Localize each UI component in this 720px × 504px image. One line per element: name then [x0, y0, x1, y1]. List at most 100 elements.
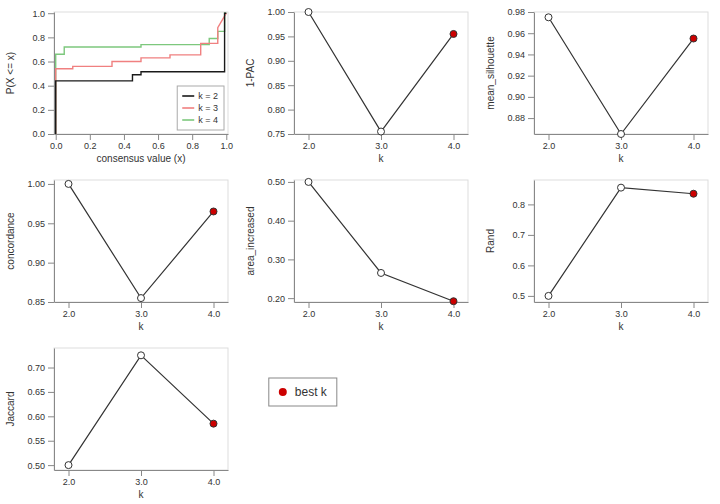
- x-tick: 0.6: [152, 134, 165, 151]
- y-tick-label: 0.80: [267, 105, 285, 115]
- x-tick-label: 4.0: [688, 141, 701, 151]
- marks: [65, 352, 217, 469]
- x-axis-line: [55, 134, 229, 135]
- y-tick: 0.55: [27, 436, 54, 446]
- y-tick: 0.90: [507, 92, 534, 102]
- x-axis: 2.0 3.0 4.0: [535, 302, 709, 319]
- x-tick: 2.0: [303, 134, 316, 151]
- y-tick-mark: [48, 62, 54, 63]
- x-tick: 2.0: [63, 302, 76, 319]
- point: [545, 14, 552, 21]
- x-axis-title: k: [139, 321, 145, 332]
- y-tick-mark: [48, 134, 54, 135]
- plot: 2.03.04.00.500.550.600.650.70kJaccard: [5, 348, 229, 500]
- legend: best k: [269, 378, 337, 406]
- y-axis: 0.750.800.850.900.951.00: [267, 7, 294, 139]
- y-tick-mark: [528, 235, 534, 236]
- x-tick-mark: [694, 302, 695, 308]
- point: [138, 295, 145, 302]
- x-tick: 4.0: [688, 302, 701, 319]
- x-axis: 2.03.04.0: [295, 134, 469, 151]
- y-tick-label: 1.00: [267, 7, 285, 17]
- y-tick-label: 0.55: [27, 436, 45, 446]
- x-tick-mark: [141, 470, 142, 476]
- legend-box: [177, 86, 224, 130]
- series-line: [56, 13, 227, 134]
- y-axis-title: area_increased: [245, 207, 256, 276]
- y-tick-label: 0.88: [507, 113, 525, 123]
- y-tick-label: 0.85: [267, 81, 285, 91]
- y-axis-line: [534, 13, 535, 135]
- x-tick-mark: [454, 134, 455, 140]
- x-tick-mark: [621, 302, 622, 308]
- series-line: [69, 355, 214, 465]
- marks: [65, 180, 217, 301]
- plot-frame: [54, 348, 228, 470]
- x-tick: 2.0: [543, 302, 556, 319]
- series-line: [309, 182, 454, 301]
- point: [378, 128, 385, 135]
- y-tick-label: 0.96: [507, 29, 525, 39]
- x-axis: 0.00.20.40.60.81.0: [50, 134, 233, 151]
- y-tick: 0.75: [267, 129, 294, 139]
- y-axis-title: Rand: [485, 229, 496, 253]
- y-tick: 0.20: [267, 294, 294, 304]
- legend-label: k = 4: [198, 115, 218, 125]
- x-tick-mark: [90, 134, 91, 140]
- y-tick: 0.50: [267, 177, 294, 187]
- x-tick: 2.0: [63, 470, 76, 487]
- y-tick-mark: [48, 302, 54, 303]
- y-tick-label: 0.65: [27, 387, 45, 397]
- y-axis-line: [54, 349, 55, 471]
- x-tick: 2.0: [543, 134, 556, 151]
- y-tick-mark: [48, 368, 54, 369]
- point: [690, 190, 697, 197]
- point: [450, 30, 457, 37]
- y-tick-mark: [528, 12, 534, 13]
- y-tick-mark: [48, 86, 54, 87]
- y-tick: 0.95: [267, 32, 294, 42]
- y-tick-mark: [288, 221, 294, 222]
- y-axis: 0.200.300.400.50: [267, 177, 294, 303]
- x-tick-label: 2.0: [63, 477, 76, 487]
- y-tick-label: 0.94: [507, 50, 525, 60]
- point: [618, 131, 625, 138]
- x-axis: 2.0 3.0 4.0: [55, 302, 229, 319]
- y-tick-mark: [48, 465, 54, 466]
- point: [545, 292, 552, 299]
- y-tick-mark: [288, 36, 294, 37]
- x-axis-title: k: [619, 321, 625, 332]
- y-tick-label: 0.8: [512, 200, 525, 210]
- y-tick-mark: [528, 76, 534, 77]
- y-tick: 0.4: [32, 81, 54, 91]
- y-tick: 0.65: [27, 387, 54, 397]
- x-tick: 4.0: [208, 302, 221, 319]
- panel: 2.03.04.00.500.550.600.650.70kJaccard: [5, 348, 229, 500]
- y-tick-label: 0.0: [32, 129, 45, 139]
- y-tick: 0.90: [27, 258, 54, 268]
- point: [305, 178, 312, 185]
- y-tick-mark: [288, 182, 294, 183]
- y-tick: 0.0: [32, 129, 54, 139]
- y-tick-mark: [48, 110, 54, 111]
- y-tick: 0.96: [507, 29, 534, 39]
- x-tick: 3.0: [615, 302, 628, 319]
- y-tick: 0.85: [267, 81, 294, 91]
- y-tick-mark: [288, 12, 294, 13]
- legend-label: k = 3: [198, 103, 218, 113]
- x-tick-mark: [214, 470, 215, 476]
- x-tick-label: 3.0: [615, 141, 628, 151]
- y-tick-label: 0.6: [512, 261, 525, 271]
- y-tick: 0.40: [267, 216, 294, 226]
- x-tick: 0.8: [186, 134, 199, 151]
- point: [618, 184, 625, 191]
- x-tick: 3.0: [135, 302, 148, 319]
- y-tick: 0.98: [507, 7, 534, 17]
- x-tick-mark: [214, 302, 215, 308]
- point: [210, 420, 217, 427]
- point: [65, 462, 72, 469]
- plot: 2.03.04.00.750.800.850.900.951.00k1-PAC: [245, 7, 469, 164]
- y-tick-mark: [528, 33, 534, 34]
- y-tick-mark: [288, 134, 294, 135]
- y-axis-line: [54, 181, 55, 303]
